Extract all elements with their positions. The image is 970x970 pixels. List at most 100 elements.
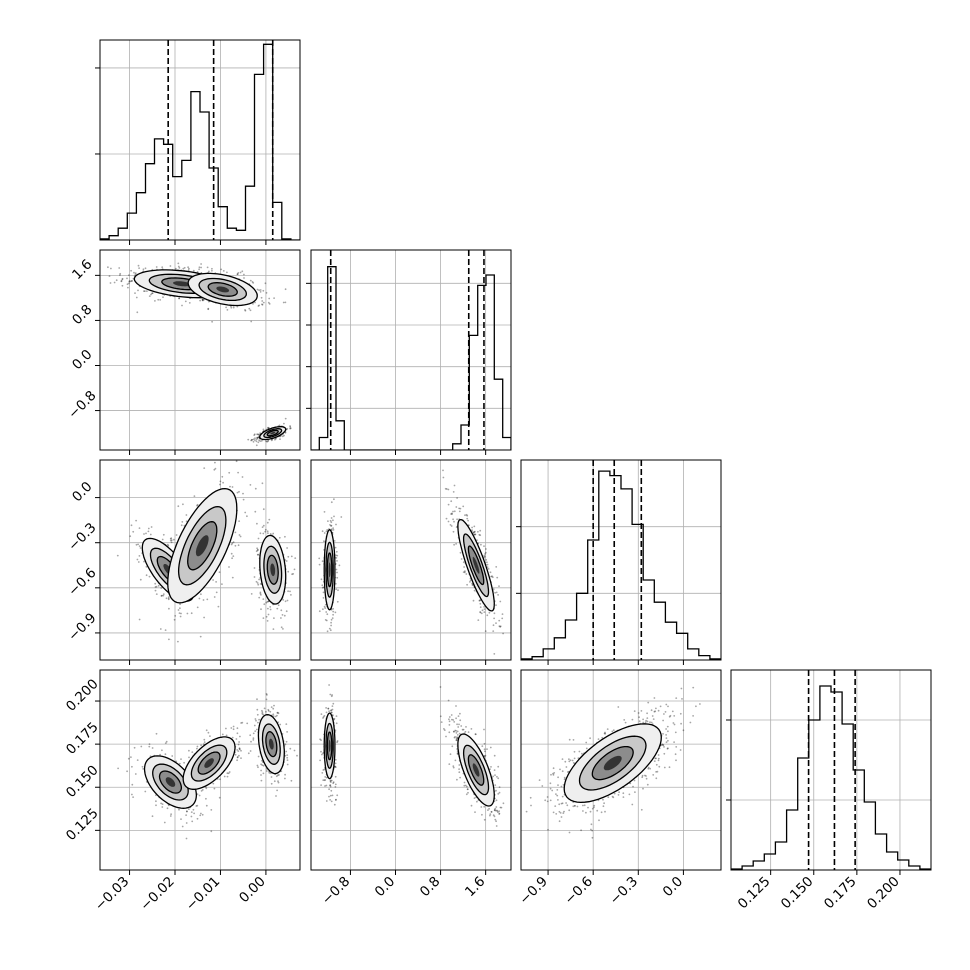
sample-point — [198, 268, 201, 271]
sample-point — [190, 815, 193, 818]
sample-point — [180, 818, 182, 820]
sample-point — [235, 460, 238, 463]
sample-point — [278, 536, 281, 539]
sample-point — [335, 557, 338, 559]
panel-1-0: −0.80.00.81.6 — [65, 249, 301, 455]
sample-point — [258, 439, 260, 442]
sample-point — [275, 795, 277, 797]
sample-point — [196, 504, 198, 507]
sample-point — [166, 807, 169, 810]
sample-point — [327, 520, 329, 522]
sample-point — [465, 793, 468, 796]
sample-point — [155, 732, 158, 735]
sample-point — [453, 520, 455, 523]
sample-point — [202, 599, 205, 601]
sample-point — [330, 779, 333, 782]
sample-point — [332, 782, 335, 785]
sample-point — [326, 529, 329, 531]
y-tick-label: 0.0 — [69, 479, 96, 506]
panel-frame — [99, 39, 301, 241]
sample-point — [253, 576, 256, 578]
sample-point — [499, 626, 502, 628]
sample-point — [219, 483, 221, 486]
sample-point — [332, 519, 334, 522]
sample-point — [265, 601, 268, 604]
y-tick-label: 0.175 — [63, 719, 102, 758]
sample-point — [171, 755, 174, 757]
sample-point — [329, 629, 332, 632]
sample-point — [232, 728, 235, 731]
sample-point — [497, 777, 500, 780]
sample-point — [236, 727, 239, 730]
sample-point — [450, 525, 453, 527]
sample-point — [250, 593, 253, 595]
sample-point — [174, 615, 177, 617]
sample-point — [178, 762, 181, 765]
sample-point — [330, 517, 333, 519]
sample-point — [143, 560, 145, 563]
sample-point — [282, 628, 284, 630]
sample-point — [284, 777, 286, 780]
sample-point — [256, 713, 259, 716]
sample-point — [333, 540, 336, 542]
sample-point — [279, 723, 282, 726]
sample-point — [173, 538, 175, 541]
sample-point — [264, 530, 267, 533]
sample-point — [251, 439, 254, 441]
sample-point — [138, 545, 141, 547]
sample-point — [126, 770, 128, 773]
sample-point — [196, 745, 199, 748]
sample-point — [135, 296, 138, 299]
sample-point — [470, 804, 473, 807]
panel-content — [100, 250, 300, 450]
sample-point — [110, 267, 112, 270]
sample-point — [494, 784, 497, 786]
sample-point — [289, 426, 292, 428]
sample-point — [284, 600, 287, 603]
sample-point — [328, 710, 330, 713]
sample-point — [471, 526, 473, 529]
sample-point — [232, 541, 235, 544]
sample-point — [455, 506, 458, 508]
panel-content — [100, 460, 300, 660]
sample-point — [329, 784, 331, 787]
sample-point — [169, 265, 172, 267]
sample-point — [267, 440, 269, 443]
sample-point — [253, 567, 256, 569]
sample-point — [165, 740, 168, 743]
sample-point — [159, 628, 162, 630]
sample-point — [215, 581, 218, 583]
sample-point — [444, 487, 447, 490]
sample-point — [234, 753, 237, 756]
sample-point — [186, 612, 189, 615]
sample-point — [137, 561, 140, 563]
sample-point — [131, 280, 133, 282]
sample-point — [131, 783, 134, 786]
sample-point — [329, 693, 332, 696]
sample-point — [498, 585, 500, 587]
sample-point — [195, 805, 198, 807]
sample-point — [499, 600, 502, 603]
sample-point — [458, 507, 460, 510]
sample-point — [243, 273, 245, 276]
sample-point — [318, 610, 321, 613]
sample-point — [318, 557, 321, 560]
sample-point — [323, 605, 326, 608]
sample-point — [330, 695, 333, 698]
sample-point — [211, 267, 213, 270]
sample-point — [270, 782, 273, 785]
sample-point — [323, 511, 326, 513]
sample-point — [447, 503, 450, 506]
sample-point — [330, 789, 333, 792]
sample-point — [207, 300, 210, 303]
sample-point — [286, 547, 288, 549]
sample-point — [222, 481, 225, 484]
sample-point — [166, 543, 169, 546]
sample-point — [486, 614, 489, 617]
sample-point — [334, 775, 337, 778]
sample-point — [278, 774, 280, 776]
sample-point — [182, 503, 184, 506]
sample-point — [337, 589, 339, 592]
sample-point — [330, 711, 333, 714]
sample-point — [486, 566, 489, 568]
